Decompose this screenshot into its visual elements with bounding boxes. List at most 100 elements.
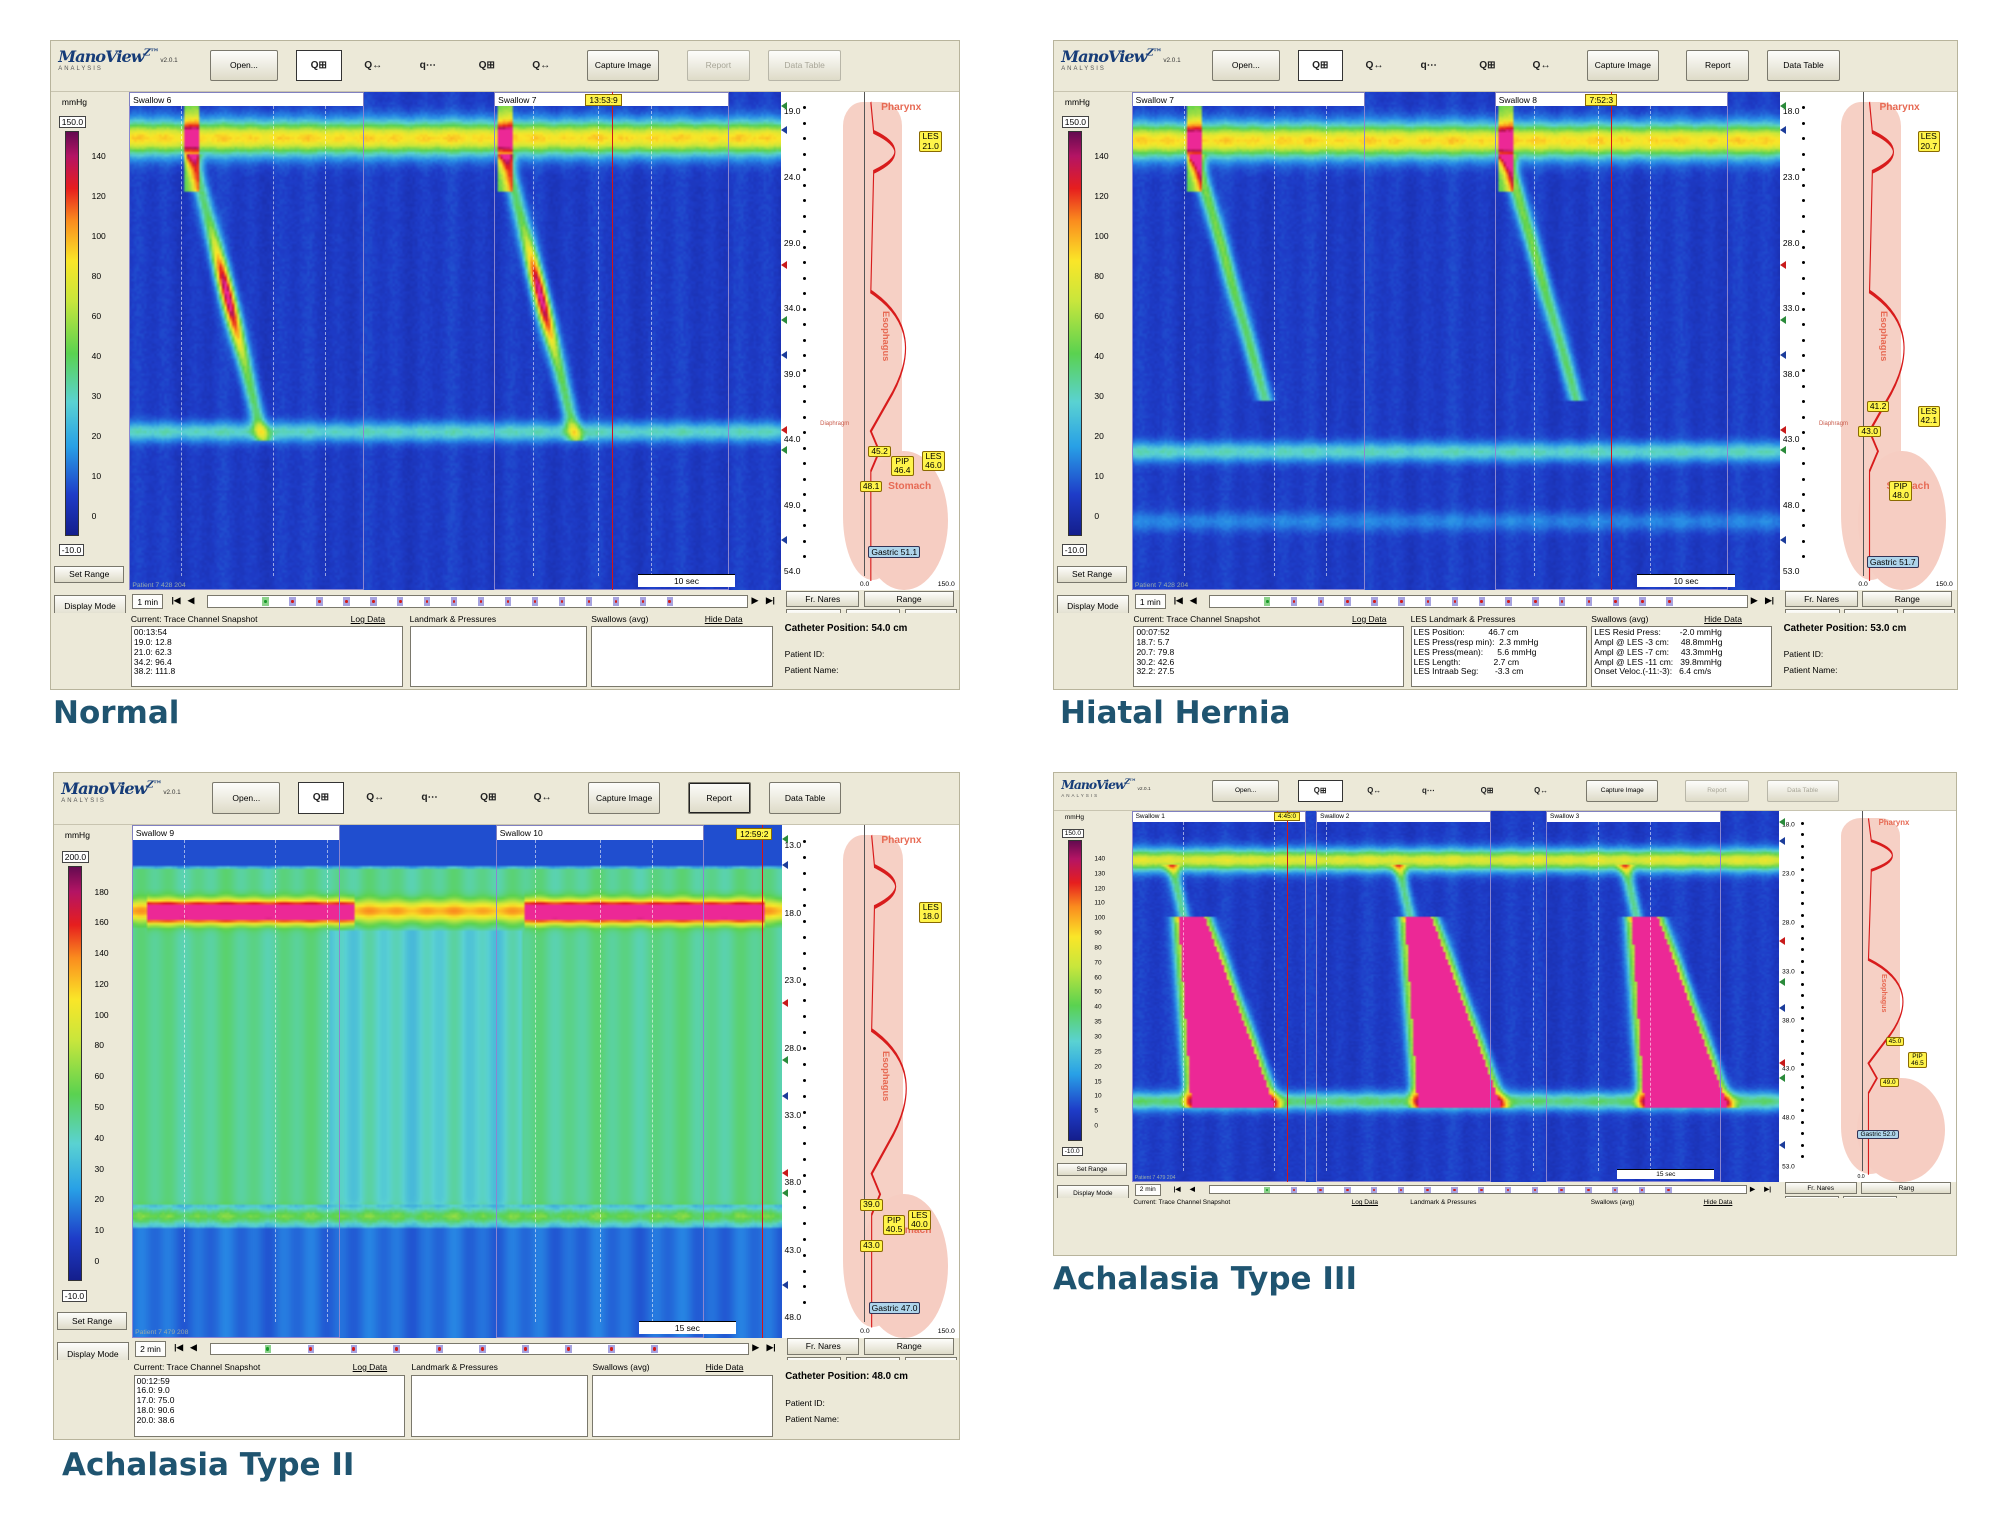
data-table-button[interactable]: Data Table: [1767, 49, 1840, 81]
swallow-marker[interactable]: [639, 597, 647, 606]
open-button[interactable]: Open...: [1212, 49, 1280, 81]
set-range-button[interactable]: Set Range: [1057, 1163, 1127, 1177]
log-data-button[interactable]: Log Data: [1351, 1199, 1379, 1207]
landmark-label[interactable]: PIP 46.5: [1908, 1051, 1927, 1069]
hide-data-button[interactable]: Hide Data: [705, 1361, 744, 1372]
swallow-marker[interactable]: [264, 1344, 271, 1354]
swallow-marker[interactable]: [1478, 1187, 1485, 1193]
scale-max-input[interactable]: 150.0: [1061, 116, 1090, 129]
zoom-span-icon[interactable]: Q↔: [533, 792, 552, 804]
swallow-marker[interactable]: [1505, 597, 1512, 606]
swallow-marker[interactable]: [1424, 1187, 1431, 1193]
zoom-grid-icon[interactable]: Q⊞: [478, 59, 496, 71]
swallow-marker[interactable]: [450, 597, 458, 606]
channel-marker-icon[interactable]: [781, 535, 788, 544]
timeline-next-icon[interactable]: ▶: [752, 1342, 759, 1353]
zoom-horizontal-icon[interactable]: Q↔: [1367, 786, 1382, 796]
landmark-label[interactable]: PIP 48.0: [1889, 480, 1912, 502]
zoom-fit-icon[interactable]: Q⊞: [298, 782, 344, 814]
swallow-marker[interactable]: [1585, 1187, 1592, 1193]
swallow-marker[interactable]: [1424, 597, 1432, 606]
channel-marker-icon[interactable]: [1779, 818, 1786, 827]
swallow-marker[interactable]: [565, 1344, 572, 1354]
timeline-next-icon[interactable]: ▶: [1750, 594, 1758, 605]
swallow-marker[interactable]: [1290, 1187, 1298, 1193]
channel-marker-icon[interactable]: [781, 261, 788, 270]
range-button[interactable]: Range: [863, 1337, 955, 1356]
timeline-prev-icon[interactable]: ◀: [187, 594, 195, 605]
channel-marker-icon[interactable]: [781, 1091, 788, 1100]
swallow-marker[interactable]: [307, 1344, 314, 1354]
time-cursor-line[interactable]: [611, 91, 613, 591]
swallow-marker[interactable]: [1317, 597, 1325, 606]
scale-min-input[interactable]: -10.0: [58, 543, 85, 556]
channel-marker-icon[interactable]: [1779, 1059, 1786, 1068]
gastric-landmark-label[interactable]: Gastric 47.0: [868, 1301, 921, 1314]
zoom-fit-icon[interactable]: Q⊞: [1297, 49, 1343, 81]
log-data-button[interactable]: Log Data: [1351, 614, 1387, 625]
landmark-label[interactable]: LES 21.0: [919, 131, 942, 153]
landmark-label[interactable]: 41.2: [1866, 400, 1890, 413]
zoom-span-icon[interactable]: Q↔: [1532, 59, 1551, 71]
channel-marker-icon[interactable]: [781, 350, 788, 359]
scale-min-input[interactable]: -10.0: [1061, 543, 1088, 556]
channel-marker-icon[interactable]: [781, 1168, 788, 1177]
swallow-marker[interactable]: [423, 597, 431, 606]
timeline-next-icon[interactable]: ▶: [751, 594, 759, 605]
timeline-prev-icon[interactable]: ◀: [190, 1342, 197, 1353]
swallow-marker[interactable]: [1531, 1187, 1539, 1193]
swallow-marker[interactable]: [370, 597, 377, 606]
swallow-marker[interactable]: [477, 597, 485, 606]
swallow-window[interactable]: [1131, 91, 1366, 591]
landmark-label[interactable]: PIP 46.4: [890, 455, 914, 477]
swallow-marker[interactable]: [436, 1344, 443, 1354]
report-button[interactable]: Report: [687, 782, 751, 814]
timeline-prev-icon[interactable]: ◀: [1189, 1186, 1195, 1193]
fr-nares-button[interactable]: Fr. Nares: [787, 1337, 860, 1356]
time-cursor-line[interactable]: [1286, 810, 1288, 1182]
landmark-label[interactable]: 43.0: [860, 1240, 883, 1252]
swallow-marker[interactable]: [1344, 1187, 1351, 1193]
swallow-marker[interactable]: [1344, 597, 1351, 606]
range-button[interactable]: Range: [1862, 590, 1953, 608]
hide-data-button[interactable]: Hide Data: [1704, 614, 1742, 625]
swallow-marker[interactable]: [1666, 597, 1673, 606]
scale-min-input[interactable]: -10.0: [1061, 1146, 1083, 1156]
swallow-marker[interactable]: [666, 597, 674, 606]
timeline-last-icon[interactable]: ▶|: [1764, 1186, 1772, 1193]
channel-marker-icon[interactable]: [1780, 126, 1786, 135]
swallow-marker[interactable]: [651, 1344, 658, 1354]
timeline-last-icon[interactable]: ▶|: [766, 1342, 776, 1353]
time-window-button[interactable]: 1 min: [1134, 593, 1166, 610]
channel-marker-icon[interactable]: [781, 126, 788, 135]
swallow-marker[interactable]: [350, 1344, 357, 1354]
swallow-marker[interactable]: [1638, 1187, 1646, 1193]
channel-marker-icon[interactable]: [781, 101, 788, 110]
time-window-button[interactable]: 1 min: [132, 593, 164, 610]
timeline-first-icon[interactable]: |◀: [1173, 594, 1183, 605]
timeline-next-icon[interactable]: ▶: [1750, 1186, 1756, 1193]
landmark-label[interactable]: 48.1: [859, 480, 883, 493]
capture-image-button[interactable]: Capture Image: [587, 782, 661, 814]
swallow-window[interactable]: [129, 91, 364, 591]
channel-marker-icon[interactable]: [1779, 1140, 1786, 1149]
time-window-button[interactable]: 2 min: [1134, 1184, 1161, 1196]
zoom-horizontal-icon[interactable]: Q↔: [364, 59, 383, 71]
swallow-marker[interactable]: [1585, 597, 1593, 606]
scale-max-input[interactable]: 200.0: [61, 850, 90, 863]
landmark-label[interactable]: 39.0: [860, 1199, 883, 1211]
swallow-marker[interactable]: [1478, 597, 1485, 606]
landmark-label[interactable]: 49.0: [1880, 1077, 1899, 1087]
log-data-button[interactable]: Log Data: [352, 1361, 388, 1372]
landmark-label[interactable]: LES 40.0: [908, 1209, 931, 1231]
timeline-last-icon[interactable]: ▶|: [1765, 594, 1774, 605]
set-range-button[interactable]: Set Range: [1057, 565, 1127, 583]
zoom-horizontal-icon[interactable]: Q↔: [366, 792, 385, 804]
timeline-first-icon[interactable]: |◀: [171, 594, 181, 605]
channel-marker-icon[interactable]: [1780, 445, 1786, 454]
landmark-label[interactable]: LES 20.7: [1917, 131, 1941, 153]
open-button[interactable]: Open...: [212, 782, 281, 814]
timeline-prev-icon[interactable]: ◀: [1190, 594, 1197, 605]
landmark-label[interactable]: LES 18.0: [919, 901, 942, 923]
swallow-marker[interactable]: [1370, 1187, 1378, 1193]
